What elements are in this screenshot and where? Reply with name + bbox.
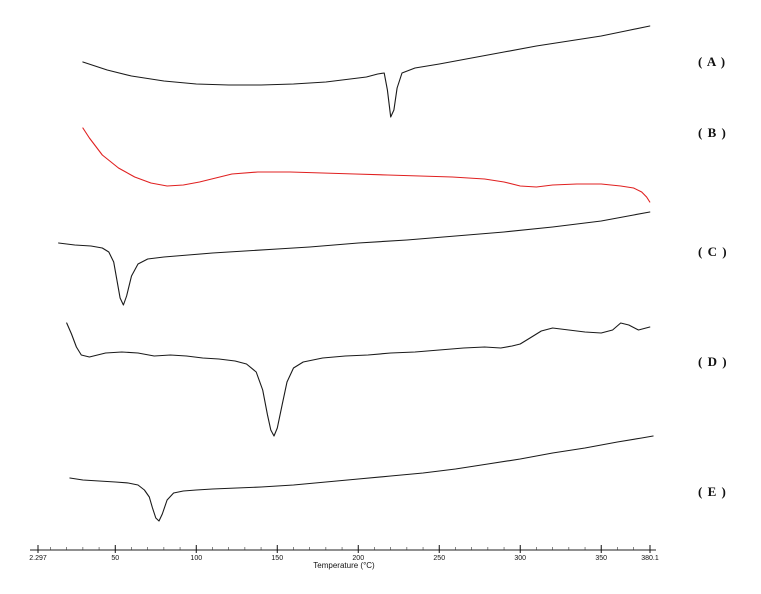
dsc-curve-a bbox=[82, 25, 651, 118]
dsc-curve-c bbox=[58, 211, 651, 306]
x-tick-label: 150 bbox=[271, 555, 284, 562]
x-tick-label: 350 bbox=[595, 555, 608, 562]
x-tick-label: 50 bbox=[111, 555, 120, 562]
series-label-b: ( B ) bbox=[698, 125, 727, 140]
x-tick-label: 250 bbox=[433, 555, 446, 562]
series-label-e: ( E ) bbox=[698, 484, 727, 499]
x-tick-label: 2.297 bbox=[29, 555, 47, 562]
x-axis-title: Temperature (°C) bbox=[313, 561, 375, 570]
x-tick-label: 200 bbox=[352, 555, 365, 562]
series-label-d: ( D ) bbox=[698, 354, 728, 369]
series-label-a: ( A ) bbox=[698, 54, 727, 69]
x-tick-label: 380.1 bbox=[641, 555, 659, 562]
x-tick-label: 300 bbox=[514, 555, 527, 562]
x-tick-label: 100 bbox=[190, 555, 203, 562]
dsc-curve-d bbox=[66, 322, 651, 437]
dsc-curve-b bbox=[82, 127, 651, 203]
dsc-curve-e bbox=[69, 435, 654, 522]
series-label-c: ( C ) bbox=[698, 244, 728, 259]
